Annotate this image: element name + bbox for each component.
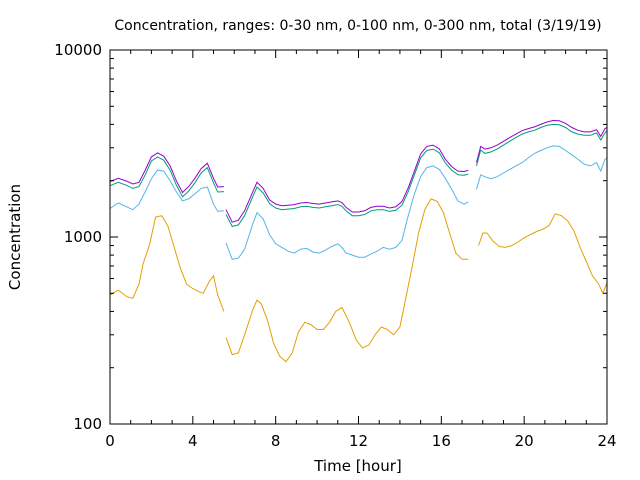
x-tick-label: 16: [432, 432, 451, 450]
series-1-line-segment-2: [476, 145, 608, 190]
series-layer: [109, 119, 608, 363]
y-axis-label: Concentration: [6, 184, 24, 290]
x-tick-label: 12: [349, 432, 368, 450]
series-3-line-segment-0: [109, 152, 224, 194]
series-2-line-segment-1: [225, 148, 469, 227]
series-0-line-segment-2: [478, 213, 608, 295]
x-tick-label: 24: [597, 432, 616, 450]
series-2-line-segment-2: [476, 123, 608, 167]
x-tick-label: 4: [188, 432, 198, 450]
y-tick-label: 100: [73, 415, 102, 433]
x-tick-label: 8: [271, 432, 281, 450]
x-axis-label: Time [hour]: [313, 457, 402, 475]
series-1-line-segment-0: [109, 169, 224, 212]
series-1-line-segment-1: [225, 165, 469, 260]
x-tick-label: 0: [105, 432, 115, 450]
series-0-line-segment-0: [109, 215, 225, 312]
series-0-line-segment-1: [225, 198, 469, 363]
x-tick-label: 20: [515, 432, 534, 450]
chart-title: Concentration, ranges: 0-30 nm, 0-100 nm…: [114, 18, 601, 34]
series-3-line-segment-2: [476, 119, 608, 163]
y-tick-label: 1000: [64, 228, 102, 246]
plot-frame: [109, 49, 608, 425]
series-2-line-segment-0: [109, 156, 224, 198]
series-3-line-segment-1: [225, 144, 469, 223]
y-tick-label: 10000: [54, 41, 102, 59]
axis-layer: 0 4 8 12 16 20 24 100 1000 10000: [54, 41, 616, 450]
